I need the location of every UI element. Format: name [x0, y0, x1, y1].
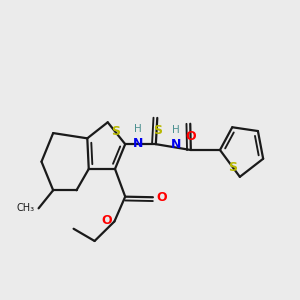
Text: S: S	[229, 161, 238, 174]
Text: N: N	[171, 138, 181, 151]
Text: O: O	[101, 214, 112, 227]
Text: H: H	[172, 125, 180, 135]
Text: N: N	[132, 137, 143, 150]
Text: S: S	[153, 124, 162, 137]
Text: O: O	[185, 130, 196, 143]
Text: CH₃: CH₃	[17, 203, 35, 213]
Text: O: O	[156, 191, 167, 204]
Text: S: S	[111, 125, 120, 138]
Text: H: H	[134, 124, 142, 134]
